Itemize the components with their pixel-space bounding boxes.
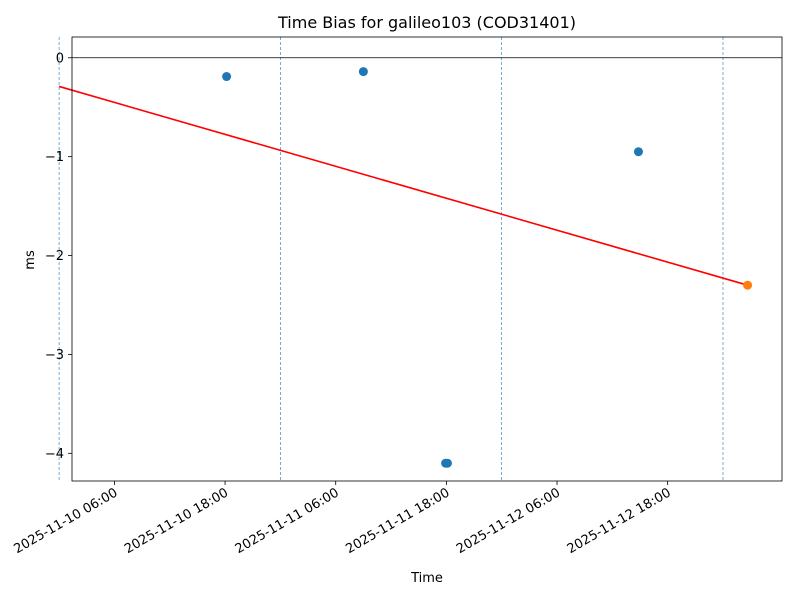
prediction-point — [743, 280, 753, 290]
day-marker-lines — [58, 37, 724, 481]
x-tick-label: 2025-11-10 06:00 — [11, 485, 120, 557]
x-axis: 2025-11-10 06:00 2025-11-10 18:00 2025-11-… — [11, 481, 674, 557]
plot-frame — [71, 36, 783, 482]
points-group — [222, 67, 753, 468]
chart-title: Time Bias for galileo103 (COD31401) — [277, 13, 576, 32]
y-tick-label: −1 — [45, 150, 64, 165]
data-point — [633, 147, 643, 157]
fit-line-group — [58, 85, 748, 286]
y-tick-label: −4 — [45, 447, 64, 462]
x-tick-label: 2025-11-11 06:00 — [233, 485, 342, 557]
x-tick-label: 2025-11-10 18:00 — [122, 485, 231, 557]
data-point — [442, 458, 452, 468]
x-tick-label: 2025-11-12 06:00 — [454, 485, 563, 557]
x-axis-label: Time — [410, 571, 443, 586]
fit-line — [58, 85, 748, 286]
y-tick-label: −3 — [45, 348, 64, 363]
y-axis-label: ms — [23, 250, 38, 270]
y-tick-label: 0 — [56, 51, 64, 66]
x-tick-label: 2025-11-12 18:00 — [565, 485, 674, 557]
data-point — [222, 72, 232, 82]
y-axis: 0 −1 −2 −3 −4 — [45, 51, 72, 462]
y-tick-label: −2 — [45, 249, 64, 264]
x-tick-label: 2025-11-11 18:00 — [343, 485, 452, 557]
data-point — [358, 67, 368, 77]
